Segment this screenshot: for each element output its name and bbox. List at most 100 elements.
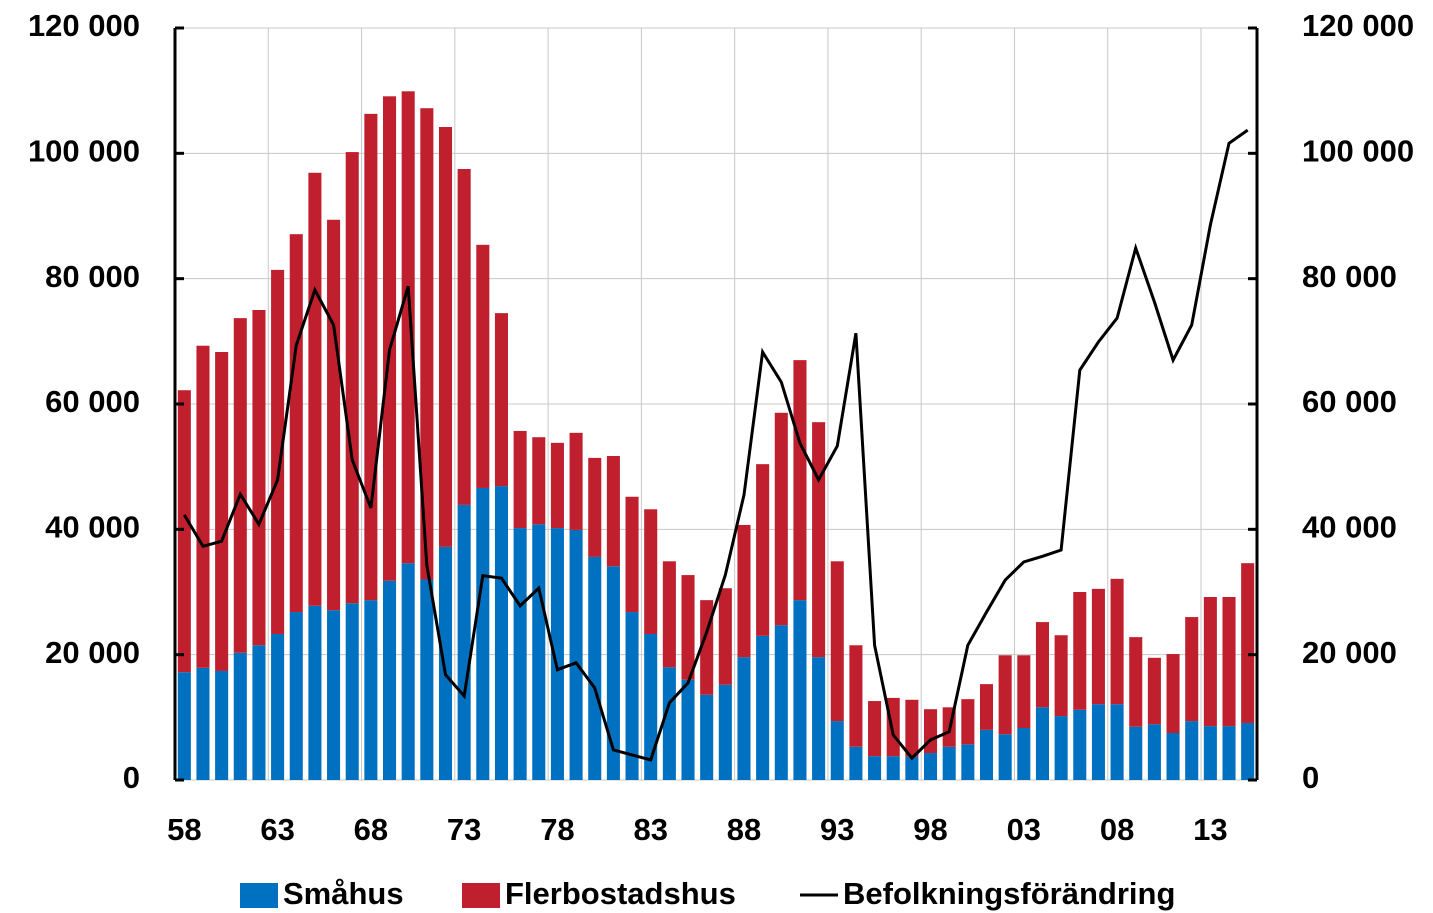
bar [1241, 722, 1255, 780]
bar [868, 756, 882, 780]
x-tick-label: 78 [540, 812, 574, 847]
bar [1129, 637, 1143, 727]
bar [177, 390, 191, 673]
bar [1185, 617, 1199, 722]
y-tick-label: 60 000 [45, 384, 140, 419]
bar [718, 588, 732, 685]
x-tick-label: 08 [1100, 812, 1134, 847]
bar [830, 721, 844, 780]
bar [737, 524, 751, 658]
bar [1203, 597, 1217, 727]
bar [1091, 704, 1105, 780]
bar [550, 442, 564, 529]
bar [383, 96, 397, 581]
legend-label: Småhus [283, 876, 404, 911]
bar [774, 625, 788, 780]
bar [252, 310, 266, 646]
bar [942, 746, 956, 780]
bar [998, 655, 1012, 735]
y2-tick-label: 20 000 [1302, 635, 1397, 670]
legend-swatch [240, 883, 278, 908]
bar [1222, 726, 1236, 780]
bar [979, 729, 994, 780]
line [183, 128, 1249, 762]
bar [420, 108, 434, 580]
x-tick-label: 68 [354, 812, 388, 847]
y2-tick-label: 100 000 [1302, 134, 1414, 169]
bar [905, 756, 919, 780]
bar [644, 509, 658, 634]
bar [774, 412, 788, 626]
bar [1185, 721, 1199, 780]
bar [588, 556, 602, 780]
bar [271, 269, 285, 634]
bar [177, 672, 191, 780]
bar [383, 580, 397, 780]
bar [1091, 588, 1105, 705]
bar [513, 430, 527, 529]
bar [364, 113, 378, 601]
bar [793, 360, 807, 601]
bar [401, 563, 415, 780]
bar [308, 605, 322, 780]
x-tick-label: 58 [167, 812, 201, 847]
bar [644, 633, 658, 780]
bar [1035, 707, 1049, 780]
bar [681, 575, 695, 680]
bar [1017, 655, 1031, 728]
bar [494, 313, 508, 487]
bar [812, 422, 826, 658]
bar [364, 600, 378, 780]
y-tick-label: 40 000 [45, 510, 140, 545]
bar [924, 753, 938, 780]
bar [1110, 578, 1124, 705]
bar [569, 529, 583, 780]
bar [271, 633, 285, 780]
bar [700, 694, 714, 780]
bar [1054, 635, 1068, 717]
bar [756, 635, 770, 780]
bar [532, 437, 546, 525]
bar [886, 756, 900, 780]
bar [606, 456, 620, 567]
bar [1073, 592, 1087, 710]
bar [625, 496, 639, 613]
bar [812, 657, 826, 780]
bar [849, 746, 863, 780]
bar [1129, 726, 1143, 780]
bar [233, 318, 247, 653]
bar [662, 667, 676, 780]
y-tick-label: 0 [123, 760, 140, 795]
y-tick-label: 80 000 [45, 259, 140, 294]
bar [924, 709, 938, 754]
bar [961, 699, 975, 745]
bar [718, 684, 732, 780]
bar [1203, 726, 1217, 780]
bar [1073, 709, 1087, 780]
y2-tick-label: 0 [1302, 760, 1319, 795]
bar [1166, 733, 1180, 780]
bar [588, 457, 602, 557]
bar [1241, 563, 1255, 723]
bar [308, 172, 322, 606]
x-tick-label: 83 [633, 812, 667, 847]
bar [438, 127, 453, 547]
bar [401, 91, 415, 564]
bar [457, 504, 471, 780]
bar [961, 744, 975, 780]
bar [1017, 727, 1031, 780]
x-tick-label: 73 [447, 812, 481, 847]
bar [1147, 724, 1161, 780]
bar [1035, 622, 1049, 708]
y-tick-label: 20 000 [45, 635, 140, 670]
bar [476, 244, 490, 488]
bar [438, 546, 453, 780]
bar [532, 524, 546, 780]
bar [494, 486, 508, 780]
x-tick-label: 03 [1007, 812, 1041, 847]
y2-tick-label: 60 000 [1302, 384, 1397, 419]
bar [457, 169, 471, 505]
legend-label: Flerbostadshus [505, 876, 736, 911]
bar [215, 351, 229, 671]
